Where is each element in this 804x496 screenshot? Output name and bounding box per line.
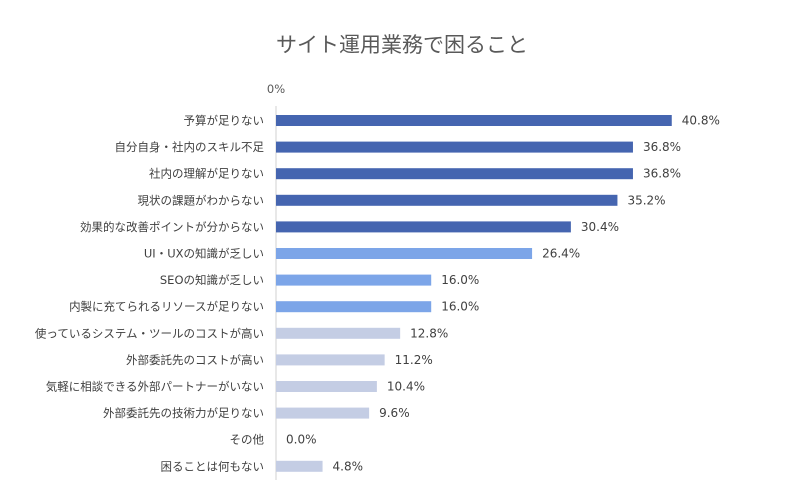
category-label: UI・UXの知識が乏しい (144, 247, 264, 261)
category-label: その他 (230, 433, 265, 447)
bar (276, 460, 323, 472)
category-label: 内製に充てられるリソースが足りない (69, 300, 264, 314)
value-label: 11.2% (395, 353, 433, 367)
category-label: 社内の理解が足りない (149, 167, 264, 181)
value-label: 12.8% (410, 326, 448, 340)
category-label: 自分自身・社内のスキル不足 (115, 140, 265, 154)
value-label: 40.8% (682, 114, 720, 128)
bar (276, 115, 672, 126)
value-label: 35.2% (627, 193, 665, 207)
bar (276, 327, 401, 339)
value-label: 36.8% (643, 167, 681, 181)
bars-group: 予算が足りない 40.8% 自分自身・社内のスキル不足 36.8% 社内の理解が足りない… (35, 114, 720, 474)
value-label: 10.4% (387, 380, 425, 394)
bar (276, 274, 432, 286)
value-label: 26.4% (542, 247, 580, 261)
category-label: SEOの知識が乏しい (160, 273, 264, 287)
value-label: 9.6% (379, 406, 410, 420)
chart-title: サイト運用業務で困ること (276, 33, 528, 57)
axis-top-label: 0% (267, 82, 285, 96)
value-label: 16.0% (441, 300, 479, 314)
category-label: 使っているシステム・ツールのコストが高い (35, 326, 264, 340)
bar (276, 141, 633, 153)
value-label: 16.0% (441, 273, 479, 287)
bar (276, 221, 571, 233)
category-label: 現状の課題がわからない (138, 193, 265, 207)
value-label: 30.4% (581, 220, 619, 234)
bar (276, 168, 633, 180)
bar (276, 301, 432, 313)
category-label: 困ることは何もない (161, 459, 265, 473)
value-label: 0.0% (286, 433, 317, 447)
bar (276, 407, 370, 419)
bar (276, 248, 533, 259)
bar (276, 194, 618, 206)
value-label: 36.8% (643, 140, 681, 154)
bar (276, 381, 377, 392)
category-label: 効果的な改善ポイントが分からない (80, 220, 264, 234)
category-label: 予算が足りない (184, 114, 265, 128)
category-label: 気軽に相談できる外部パートナーがいない (46, 380, 264, 394)
category-label: 外部委託先のコストが高い (126, 353, 264, 367)
bar (276, 354, 385, 366)
category-label: 外部委託先の技術力が足りない (103, 406, 264, 420)
value-label: 4.8% (333, 459, 364, 473)
